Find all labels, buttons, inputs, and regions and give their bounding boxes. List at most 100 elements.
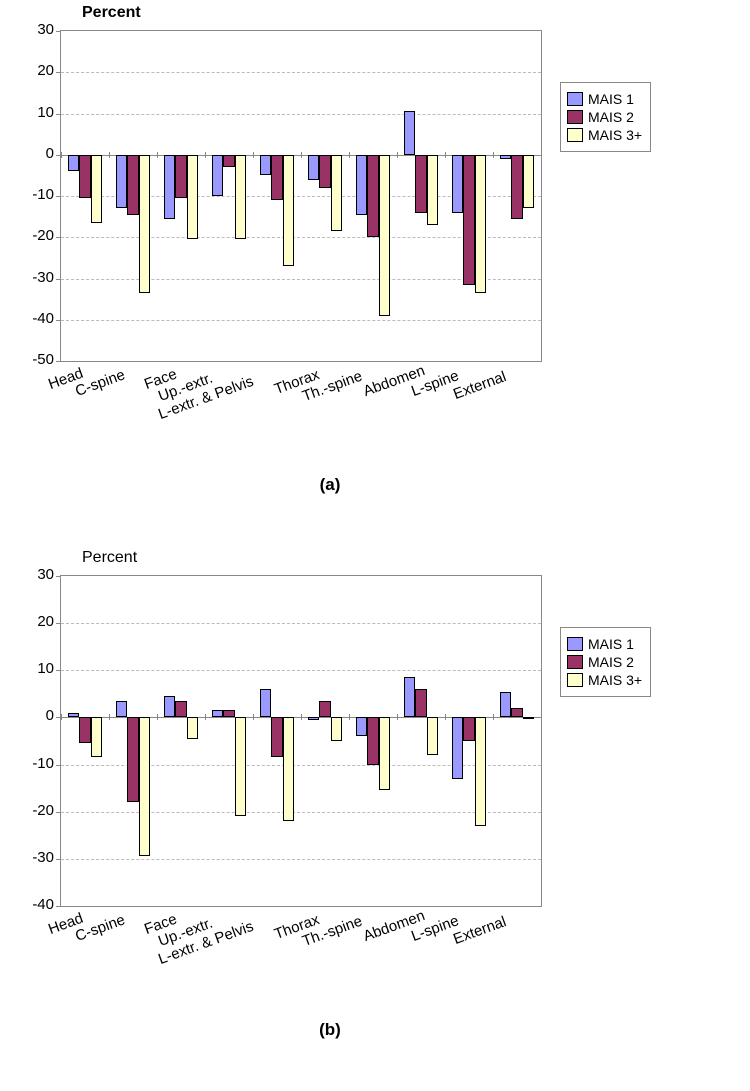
y-tick-label: -20 [20, 227, 54, 244]
bar [319, 701, 331, 718]
x-tick [493, 714, 494, 720]
subcaption-a: (a) [60, 475, 600, 495]
bar [283, 717, 295, 821]
bar [308, 717, 320, 719]
gridline [61, 812, 541, 813]
bar [404, 111, 416, 154]
y-tick-label: -10 [20, 186, 54, 203]
legend-item: MAIS 1 [567, 636, 642, 652]
bar [271, 155, 283, 200]
bar [331, 155, 343, 231]
bar [175, 155, 187, 198]
bar [523, 155, 535, 209]
bar [223, 155, 235, 167]
x-tick [301, 714, 302, 720]
bar [79, 717, 91, 743]
bar [271, 717, 283, 757]
gridline [61, 670, 541, 671]
x-tick [205, 152, 206, 158]
bar [235, 155, 247, 240]
y-tick [56, 320, 61, 321]
y-tick-label: 30 [20, 566, 54, 583]
bar [139, 717, 151, 856]
y-tick-label: -40 [20, 896, 54, 913]
bar [91, 717, 103, 757]
x-tick [397, 714, 398, 720]
bar [427, 155, 439, 225]
x-tick [61, 714, 62, 720]
y-tick [56, 670, 61, 671]
bar [452, 717, 464, 778]
x-tick [301, 152, 302, 158]
x-tick [445, 714, 446, 720]
bar [511, 708, 523, 717]
y-tick-label: 0 [20, 145, 54, 162]
y-tick [56, 623, 61, 624]
bar [500, 155, 512, 159]
y-tick [56, 361, 61, 362]
x-tick [157, 714, 158, 720]
y-tick-label: 0 [20, 707, 54, 724]
bar [127, 155, 139, 215]
y-tick [56, 72, 61, 73]
bar [175, 701, 187, 718]
legend-swatch [567, 92, 583, 106]
bar [127, 717, 139, 802]
y-tick [56, 196, 61, 197]
legend-label: MAIS 1 [588, 91, 634, 107]
bar [475, 155, 487, 293]
bar [283, 155, 295, 266]
legend-item: MAIS 2 [567, 654, 642, 670]
bar [319, 155, 331, 188]
y-tick-label: -50 [20, 351, 54, 368]
legend-item: MAIS 2 [567, 109, 642, 125]
legend-swatch [567, 655, 583, 669]
y-tick-label: -10 [20, 755, 54, 772]
bar [164, 696, 176, 717]
gridline [61, 72, 541, 73]
bar [116, 155, 128, 209]
legend-label: MAIS 2 [588, 654, 634, 670]
bar [223, 710, 235, 717]
chart-b: Percent MAIS 1MAIS 2MAIS 3+ HeadC-spineF… [0, 545, 750, 1091]
y-tick [56, 859, 61, 860]
x-tick [349, 714, 350, 720]
bar [475, 717, 487, 825]
bar [164, 155, 176, 219]
chart-a: Percent MAIS 1MAIS 2MAIS 3+ HeadC-spineF… [0, 0, 750, 530]
bar [68, 713, 80, 718]
y-tick [56, 906, 61, 907]
bar [212, 155, 224, 196]
y-tick [56, 576, 61, 577]
x-tick [109, 714, 110, 720]
legend-swatch [567, 128, 583, 142]
legend-swatch [567, 637, 583, 651]
x-tick [205, 714, 206, 720]
bar [452, 155, 464, 213]
gridline [61, 859, 541, 860]
legend-label: MAIS 3+ [588, 672, 642, 688]
x-tick-label: External [451, 913, 509, 948]
legend-swatch [567, 110, 583, 124]
y-tick [56, 765, 61, 766]
legend-b: MAIS 1 MAIS 2 MAIS 3+ [560, 627, 651, 697]
legend-label: MAIS 3+ [588, 127, 642, 143]
y-tick-label: -20 [20, 802, 54, 819]
bar [187, 155, 199, 240]
bar [463, 155, 475, 285]
y-tick [56, 31, 61, 32]
bar [356, 155, 368, 215]
legend-label: MAIS 1 [588, 636, 634, 652]
bar [356, 717, 368, 736]
y-tick-label: -30 [20, 269, 54, 286]
legend-item: MAIS 3+ [567, 672, 642, 688]
legend-a: MAIS 1 MAIS 2 MAIS 3+ [560, 82, 651, 152]
bar [235, 717, 247, 816]
y-tick-label: 10 [20, 660, 54, 677]
y-tick-label: 10 [20, 104, 54, 121]
bar [260, 689, 272, 717]
bar [511, 155, 523, 219]
x-tick [349, 152, 350, 158]
x-tick [445, 152, 446, 158]
bar [463, 717, 475, 741]
